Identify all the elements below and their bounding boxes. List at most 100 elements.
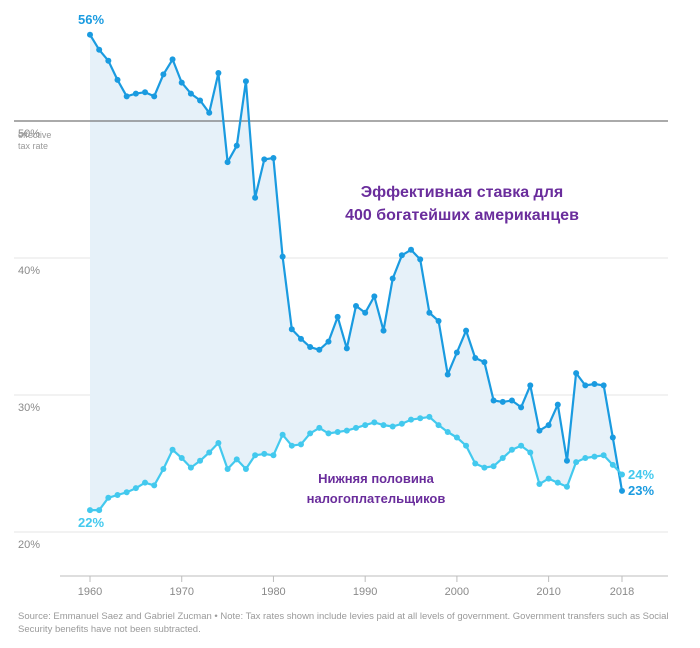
rich-point-2002: [472, 355, 479, 362]
rich-point-1970: [178, 79, 185, 86]
rich-point-1967: [151, 93, 158, 100]
poor-point-1971: [187, 464, 194, 471]
rich-point-2009: [536, 427, 543, 434]
poor-point-1964: [123, 489, 130, 496]
poor-point-2010: [545, 475, 552, 482]
rich-point-1968: [160, 71, 167, 78]
rich-point-1965: [132, 90, 139, 97]
rich-point-1995: [408, 246, 415, 253]
rich-point-2015: [591, 381, 598, 388]
rich-series-title-line-2: 400 богатейших американцев: [345, 207, 579, 224]
poor-point-1982: [288, 442, 295, 449]
poor-point-1996: [417, 415, 424, 422]
poor-start-label: 22%: [78, 515, 104, 530]
rich-point-1999: [444, 371, 451, 378]
rich-point-1991: [371, 293, 378, 300]
poor-point-2006: [508, 446, 515, 453]
poor-point-2014: [582, 455, 589, 462]
ref-line-sublabel-1: effective: [18, 130, 51, 140]
rich-point-1982: [288, 326, 295, 333]
poor-point-2007: [518, 442, 525, 449]
poor-point-2003: [481, 464, 488, 471]
poor-point-1986: [325, 430, 332, 437]
rich-point-1979: [261, 156, 268, 163]
poor-point-1991: [371, 419, 378, 426]
poor-point-1975: [224, 465, 231, 472]
rich-point-1983: [297, 335, 304, 342]
rich-point-1964: [123, 93, 130, 100]
x-tick-label-1970: 1970: [169, 586, 193, 598]
rich-point-1987: [334, 313, 341, 320]
x-tick-label-1990: 1990: [353, 586, 377, 598]
x-tick-label-1980: 1980: [261, 586, 285, 598]
poor-point-1966: [142, 479, 149, 486]
rich-point-2008: [527, 382, 534, 389]
poor-point-1969: [169, 446, 176, 453]
poor-point-2013: [573, 459, 580, 466]
rich-point-1990: [362, 309, 369, 316]
poor-point-2001: [463, 442, 470, 449]
poor-point-1988: [343, 427, 350, 434]
poor-point-1985: [316, 424, 323, 431]
poor-point-1960: [87, 507, 93, 514]
poor-point-2009: [536, 481, 543, 488]
rich-point-1974: [215, 70, 222, 77]
rich-point-1960: [87, 31, 93, 38]
x-tick-label-2010: 2010: [536, 586, 560, 598]
poor-point-2004: [490, 463, 497, 470]
rich-point-2006: [508, 397, 515, 404]
poor-series-title-line-1: Нижняя половина: [318, 471, 435, 486]
y-tick-label-50: 50%: [18, 128, 40, 140]
rich-point-1993: [389, 275, 396, 282]
ref-line-sublabel-2: tax rate: [18, 141, 48, 151]
rich-point-1998: [435, 318, 442, 325]
poor-point-1987: [334, 428, 341, 435]
rich-point-2017: [609, 434, 616, 441]
poor-point-1974: [215, 439, 222, 446]
rich-point-1963: [114, 76, 121, 83]
y-tick-label-20: 20%: [18, 539, 40, 551]
rich-point-1980: [270, 154, 277, 161]
rich-point-2018: [619, 487, 625, 494]
rich-point-2003: [481, 359, 488, 366]
poor-point-2012: [563, 483, 570, 490]
poor-point-1980: [270, 452, 277, 459]
rich-point-1984: [307, 344, 314, 351]
poor-point-2018: [619, 471, 625, 478]
rich-point-1971: [187, 90, 194, 97]
y-tick-label-40: 40%: [18, 265, 40, 277]
x-axis: 1960 1970 1980 1990 2000 2010 2018: [60, 575, 668, 598]
poor-point-1979: [261, 450, 268, 457]
rich-point-1988: [343, 345, 350, 352]
poor-point-1972: [197, 457, 204, 464]
rich-point-1961: [96, 46, 103, 53]
poor-point-1970: [178, 455, 185, 462]
poor-series-title-line-2: налогоплательщиков: [307, 491, 446, 506]
poor-point-1984: [307, 430, 314, 437]
rich-point-1981: [279, 253, 286, 260]
x-tick-label-2018: 2018: [610, 586, 634, 598]
rich-point-2013: [573, 370, 580, 377]
x-tick-label-1960: 1960: [78, 586, 102, 598]
poor-point-2017: [609, 461, 616, 468]
rich-point-2007: [518, 404, 525, 411]
rich-point-1997: [426, 309, 433, 316]
poor-end-label: 24%: [628, 467, 654, 482]
poor-point-1965: [132, 485, 139, 492]
poor-point-2000: [453, 434, 460, 441]
rich-point-2011: [554, 401, 561, 408]
x-tick-label-2000: 2000: [445, 586, 469, 598]
rich-point-1989: [353, 302, 359, 309]
poor-point-1962: [105, 494, 112, 501]
rich-point-1977: [242, 78, 249, 85]
rich-point-1966: [142, 89, 149, 96]
poor-point-1992: [380, 422, 387, 429]
poor-point-1995: [408, 416, 415, 423]
poor-point-1994: [398, 420, 405, 427]
rich-point-1992: [380, 327, 387, 334]
rich-point-1996: [417, 256, 424, 263]
rich-point-2012: [563, 457, 570, 464]
poor-point-1978: [252, 452, 259, 459]
rich-start-label: 56%: [78, 12, 104, 27]
